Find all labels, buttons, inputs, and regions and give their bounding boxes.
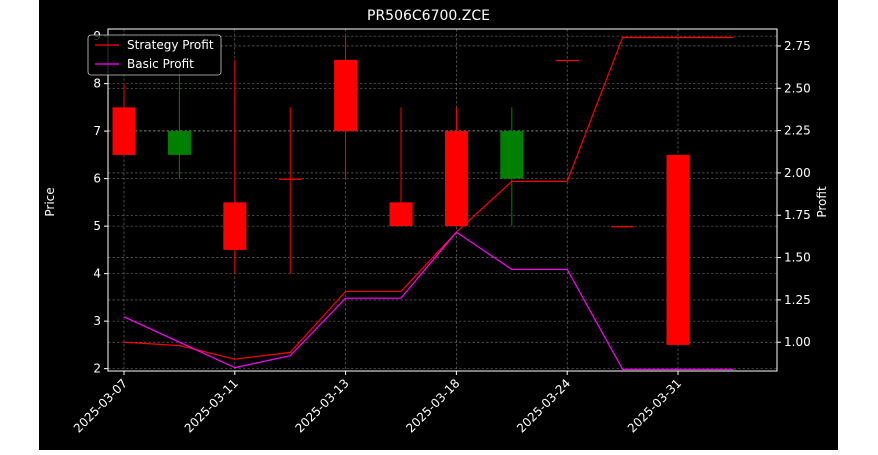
y-tick-label-left: 3 [93,314,101,328]
candle-body [611,226,635,228]
legend-label-basic-profit: Basic Profit [127,57,194,71]
legend: Strategy Profit Basic Profit [87,34,222,76]
y-tick-label-left: 7 [93,124,101,138]
y-tick-label-right: 2.50 [784,81,811,95]
x-tick-label: 2025-03-13 [293,376,352,435]
y-tick-label-right: 1.00 [784,335,811,349]
y-tick-label-right: 1.75 [784,208,811,222]
strategy-profit-line [123,36,734,360]
legend-label-strategy-profit: Strategy Profit [127,38,214,52]
candle-body [555,59,579,62]
x-tick-label: 2025-03-24 [514,376,573,435]
candle-body [278,178,302,180]
grid [108,29,777,371]
chart-figure: 234567891.001.251.501.752.002.252.502.75… [39,0,838,450]
axes: 234567891.001.251.501.752.002.252.502.75… [71,28,811,435]
candle-body [444,131,468,227]
plot-frame [107,28,778,372]
basic-profit-line [123,231,734,370]
candlestick-chart: 234567891.001.251.501.752.002.252.502.75… [43,8,829,435]
y-tick-label-right: 2.00 [784,166,811,180]
candle-body [167,131,191,155]
candle-body [389,202,413,227]
candles [112,36,690,345]
candle-body [666,154,690,345]
y-tick-label-right: 1.50 [784,251,811,265]
chart-title: PR506C6700.ZCE [367,8,490,24]
y-axis-label-right: Profit [815,186,829,218]
y-tick-label-right: 1.25 [784,293,811,307]
y-tick-label-left: 6 [93,172,101,186]
x-tick-label: 2025-03-11 [182,376,241,435]
x-tick-label: 2025-03-18 [403,376,462,435]
candle-body [223,202,247,250]
y-tick-label-left: 2 [93,362,101,376]
x-tick-label: 2025-03-07 [71,376,130,435]
candle-body [334,59,358,132]
legend-box [87,34,222,76]
candle-body [500,131,524,179]
profit-lines [123,36,734,370]
y-tick-label-right: 2.25 [784,124,811,138]
y-axis-label-left: Price [43,187,57,216]
y-tick-label-left: 4 [93,267,101,281]
candle-body [112,107,136,155]
x-tick-label: 2025-03-31 [625,376,684,435]
y-tick-label-right: 2.75 [784,39,811,53]
y-tick-label-left: 5 [93,219,101,233]
y-tick-label-left: 8 [93,77,101,91]
